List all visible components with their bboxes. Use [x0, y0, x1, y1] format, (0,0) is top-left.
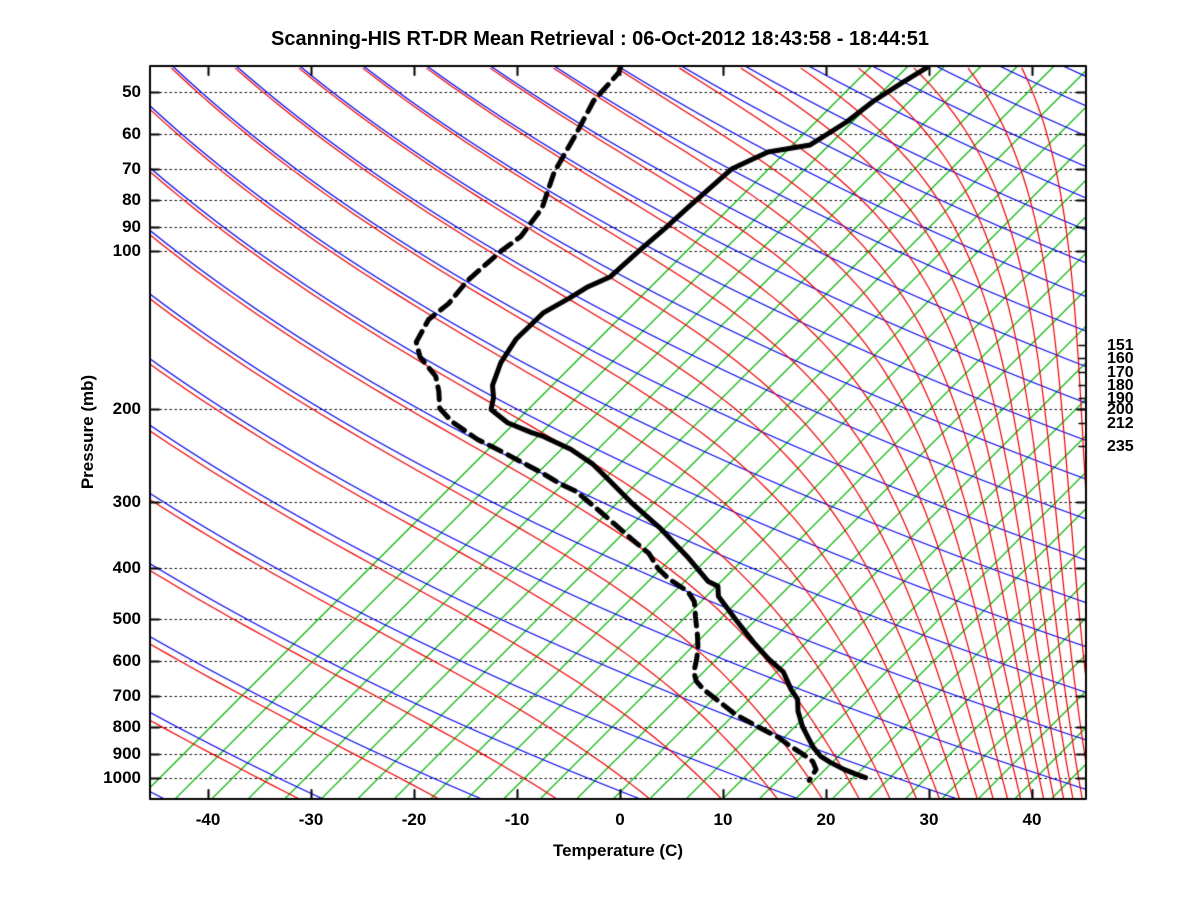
pressure-tick-label: 70	[122, 159, 141, 179]
right-pressure-level-label: 151	[1107, 337, 1134, 355]
temperature-tick-label: 40	[1022, 810, 1042, 829]
pressure-tick-label: 80	[122, 189, 141, 209]
pressure-tick-label: 60	[122, 123, 141, 143]
temperature-axis-label: Temperature (C)	[552, 841, 684, 860]
pressure-tick-label: 400	[112, 558, 141, 578]
pressure-tick-label: 100	[112, 240, 141, 260]
right-pressure-level-label: 190	[1107, 389, 1134, 407]
temperature-tick-label: -30	[298, 810, 324, 829]
temperature-tick-label: -20	[401, 810, 427, 829]
temperature-tick-label: -10	[504, 810, 530, 829]
pressure-tick-label: 90	[122, 216, 141, 236]
right-pressure-level-label: 160	[1107, 350, 1134, 368]
pressure-tick-label: 500	[112, 609, 141, 629]
pressure-tick-label: 1000	[103, 768, 141, 788]
temperature-tick-label: 30	[919, 810, 939, 829]
temperature-tick-label: 20	[816, 810, 836, 829]
right-pressure-level-label: 200	[1107, 401, 1134, 419]
temperature-tick-label: 0	[615, 810, 625, 829]
pressure-tick-label: 50	[122, 82, 141, 101]
right-pressure-level-label: 170	[1107, 364, 1134, 382]
pressure-tick-label: 900	[112, 743, 141, 763]
pressure-tick-label: 600	[112, 651, 141, 671]
pressure-tick-label: 300	[112, 492, 141, 512]
right-pressure-level-label: 180	[1107, 377, 1134, 395]
pressure-tick-label: 800	[112, 716, 141, 736]
temperature-tick-label: -40	[195, 810, 221, 829]
right-pressure-level-label: 212	[1107, 414, 1134, 432]
pressure-axis-label: Pressure (mb)	[78, 374, 97, 490]
chart-title: Scanning-HIS RT-DR Mean Retrieval : 06-O…	[270, 28, 930, 50]
temperature-tick-label: 10	[713, 810, 733, 829]
pressure-tick-label: 700	[112, 686, 141, 706]
right-pressure-level-label: 235	[1107, 438, 1134, 456]
pressure-tick-label: 200	[112, 399, 141, 419]
